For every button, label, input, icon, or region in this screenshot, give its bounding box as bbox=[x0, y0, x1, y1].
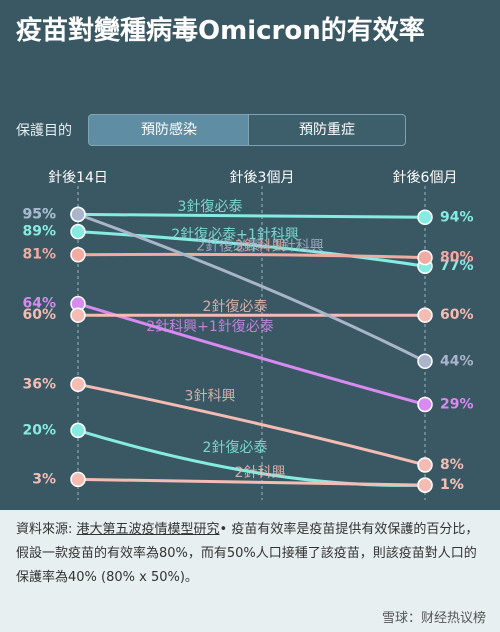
value-label: 8% bbox=[440, 457, 464, 473]
point bbox=[70, 422, 86, 439]
point bbox=[70, 246, 86, 263]
value-label: 3% bbox=[32, 471, 56, 487]
value-label: 81% bbox=[22, 247, 56, 263]
source-label: 資料來源: bbox=[16, 522, 73, 537]
point bbox=[417, 477, 433, 493]
series-label: 2針科興 bbox=[235, 465, 286, 481]
x-tick-label: 針後3個月 bbox=[230, 170, 295, 186]
value-label: 77% bbox=[440, 258, 474, 274]
point bbox=[417, 307, 433, 323]
value-label: 1% bbox=[440, 477, 464, 493]
value-label: 94% bbox=[440, 209, 474, 225]
note-text: • 疫苗有效率是疫苗提供有效保護的百分比，假設一款疫苗的有效率為80%，而有50… bbox=[16, 522, 479, 585]
point bbox=[70, 223, 86, 240]
value-label: 89% bbox=[22, 224, 56, 240]
value-label: 29% bbox=[440, 396, 474, 412]
footer: 資料來源: 港大第五波疫情模型研究• 疫苗有效率是疫苗提供有效保護的百分比，假設… bbox=[0, 510, 500, 632]
series-line bbox=[77, 212, 426, 219]
value-label: 1% bbox=[440, 477, 464, 493]
series-label: 2針復必泰+1針科興 bbox=[171, 226, 299, 243]
series-line bbox=[77, 477, 426, 487]
x-tick-label: 針後14日 bbox=[48, 170, 108, 186]
series-label: 3針科興 bbox=[185, 388, 236, 404]
value-label: 95% bbox=[22, 206, 56, 222]
value-label: 36% bbox=[22, 376, 56, 392]
series-line bbox=[77, 252, 426, 260]
title: 疫苗對變種病毒Omicron的有效率 bbox=[16, 16, 425, 46]
series-label: 3針復必泰 bbox=[178, 198, 243, 215]
series-line bbox=[77, 212, 426, 363]
value-label: 64% bbox=[22, 296, 56, 312]
point bbox=[417, 209, 433, 226]
series-line bbox=[77, 382, 426, 467]
tab[interactable]: 預防重症 bbox=[248, 114, 406, 146]
value-label: 60% bbox=[22, 307, 56, 323]
value-label: 60% bbox=[440, 307, 474, 323]
note: 資料來源: 港大第五波疫情模型研究• 疫苗有效率是疫苗提供有效保護的百分比，假設… bbox=[16, 518, 486, 590]
point bbox=[70, 376, 86, 393]
series-label: 2針復必泰+1針科興 bbox=[196, 237, 324, 254]
point bbox=[417, 457, 433, 473]
value-label: 44% bbox=[440, 353, 474, 369]
series-label: 3針科興 bbox=[235, 239, 286, 255]
point bbox=[417, 353, 433, 370]
point bbox=[70, 307, 86, 323]
point bbox=[70, 471, 86, 488]
series-label: 2針復必泰 bbox=[203, 298, 268, 315]
value-label: 20% bbox=[22, 422, 56, 438]
point bbox=[70, 206, 86, 223]
series-line bbox=[77, 230, 426, 268]
series-line bbox=[77, 302, 426, 406]
value-label: 80% bbox=[440, 250, 474, 266]
purpose-label: 保護目的 bbox=[16, 123, 72, 139]
point bbox=[417, 396, 433, 413]
source-link[interactable]: 港大第五波疫情模型研究 bbox=[76, 522, 220, 537]
x-tick-label: 針後6個月 bbox=[393, 170, 458, 186]
point bbox=[417, 249, 433, 266]
tab[interactable]: 預防感染 bbox=[88, 114, 250, 146]
watermark: 雪球：财经热议榜 bbox=[381, 611, 486, 626]
chart: 針後14日 針後3個月 針後6個月 3針復必泰 95% 94% 2針復必泰+1針科興 89% 7… bbox=[22, 170, 474, 500]
series-label: 2針復必泰 bbox=[203, 439, 268, 456]
series-label: 2針科興+1針復必泰 bbox=[146, 318, 274, 335]
value-label: 95% bbox=[22, 206, 56, 222]
